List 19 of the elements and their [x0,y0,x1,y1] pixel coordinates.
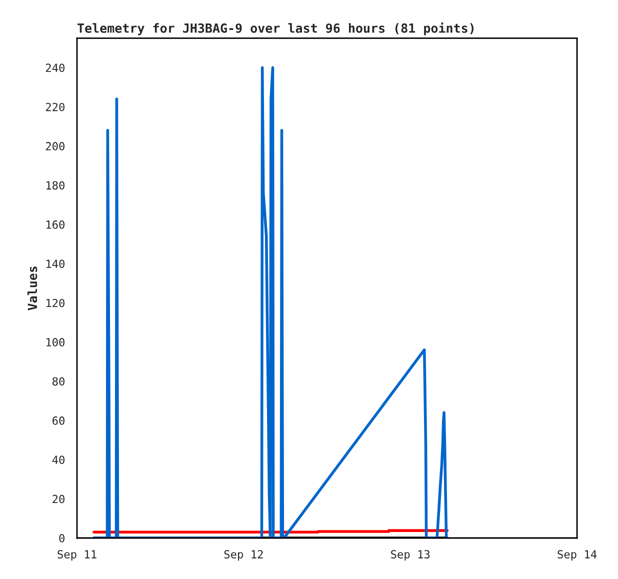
y-tick-label: 0 [59,534,64,542]
x-tick-label: Sep 12 [224,550,263,561]
y-axis-title: Values [27,266,38,310]
y-tick-label: 80 [52,377,64,386]
y-tick-label: 120 [46,298,64,308]
y-tick-label: 220 [46,102,64,112]
y-tick-label: 200 [46,142,64,150]
y-tick-label: 60 [52,416,64,425]
y-tick-label: 20 [52,494,64,504]
x-tick-label: Sep 13 [391,550,430,561]
x-tick-label: Sep 14 [558,550,597,561]
chart-title: Telemetry for JH3BAG-9 over last 96 hours (81 points) [78,22,474,36]
x-tick-label: Sep 11 [58,550,96,561]
y-tick-label: 140 [46,260,64,268]
y-tick-label: 160 [46,220,64,229]
y-tick-label: 180 [46,181,64,190]
y-tick-label: 40 [52,456,64,464]
y-tick-label: 240 [46,64,64,72]
y-tick-label: 100 [46,338,64,346]
